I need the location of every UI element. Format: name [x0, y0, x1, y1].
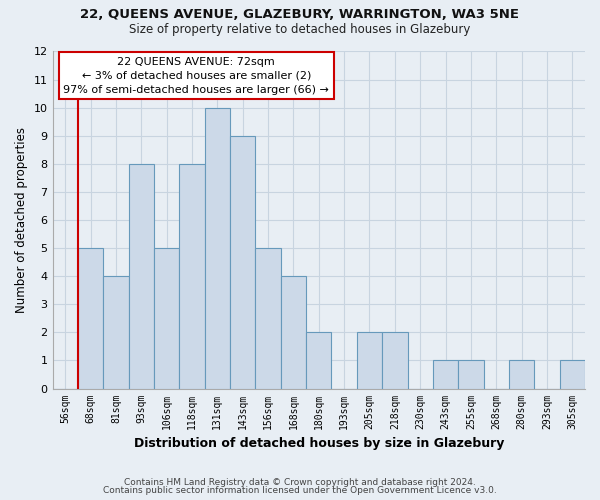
- Bar: [128, 164, 154, 388]
- Bar: [103, 276, 128, 388]
- Bar: [306, 332, 331, 388]
- Bar: [205, 108, 230, 388]
- Bar: [256, 248, 281, 388]
- Text: Contains public sector information licensed under the Open Government Licence v3: Contains public sector information licen…: [103, 486, 497, 495]
- Text: 22 QUEENS AVENUE: 72sqm
← 3% of detached houses are smaller (2)
97% of semi-deta: 22 QUEENS AVENUE: 72sqm ← 3% of detached…: [64, 56, 329, 94]
- Y-axis label: Number of detached properties: Number of detached properties: [15, 127, 28, 313]
- Bar: [154, 248, 179, 388]
- Bar: [509, 360, 534, 388]
- Bar: [382, 332, 407, 388]
- Bar: [179, 164, 205, 388]
- Text: Size of property relative to detached houses in Glazebury: Size of property relative to detached ho…: [130, 22, 470, 36]
- Bar: [433, 360, 458, 388]
- Bar: [458, 360, 484, 388]
- Bar: [357, 332, 382, 388]
- Bar: [281, 276, 306, 388]
- X-axis label: Distribution of detached houses by size in Glazebury: Distribution of detached houses by size …: [134, 437, 504, 450]
- Text: 22, QUEENS AVENUE, GLAZEBURY, WARRINGTON, WA3 5NE: 22, QUEENS AVENUE, GLAZEBURY, WARRINGTON…: [80, 8, 520, 20]
- Bar: [78, 248, 103, 388]
- Bar: [230, 136, 256, 388]
- Text: Contains HM Land Registry data © Crown copyright and database right 2024.: Contains HM Land Registry data © Crown c…: [124, 478, 476, 487]
- Bar: [560, 360, 585, 388]
